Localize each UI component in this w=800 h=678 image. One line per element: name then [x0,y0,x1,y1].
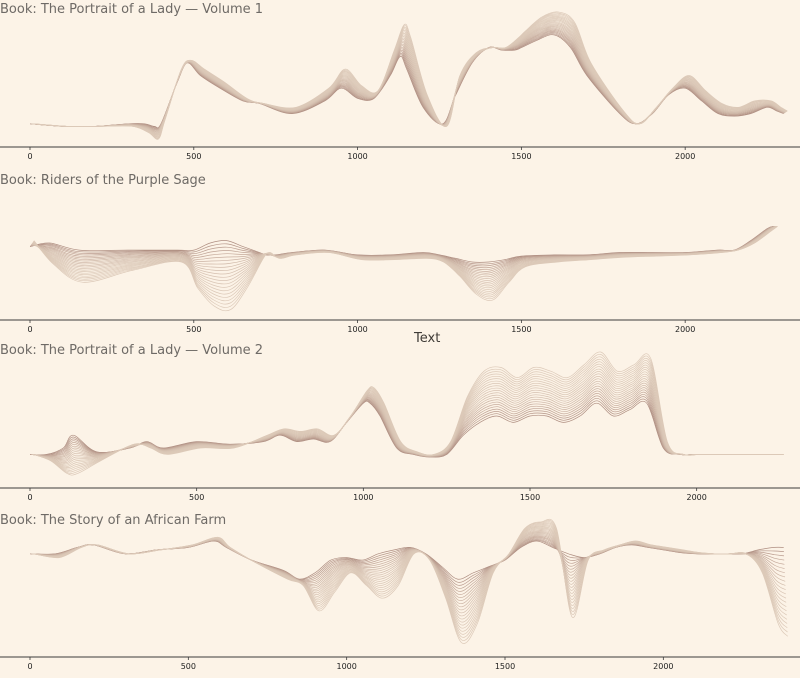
series-line [33,226,778,305]
x-tick-label: 500 [186,152,201,161]
x-tick-label: 0 [27,325,32,334]
series-line [33,11,788,140]
x-tick-label: 0 [27,493,32,502]
x-tick-label: 1500 [520,493,540,502]
chart-panel-4: 0 500 1000 1500 2000 [0,518,800,671]
series-line [32,529,787,617]
series-line [32,530,786,614]
chart-panel-3: 0 500 1000 1500 2000 [0,351,800,502]
panel-title-4: Book: The Story of an African Farm [0,513,227,528]
series-line [33,354,784,474]
chart-panel-2: 0 500 1000 1500 2000 [0,225,800,334]
series-line [33,226,778,312]
series-line [31,531,786,611]
x-tick-label: 500 [181,662,196,671]
x-tick-label: 500 [189,493,204,502]
series-line [32,528,787,620]
x-tick-label: 0 [27,662,32,671]
shared-x-axis-label: Text [414,331,441,346]
x-tick-label: 1000 [353,493,373,502]
x-tick-label: 2000 [675,325,695,334]
series-line [33,522,788,635]
series-line [33,520,788,641]
panel-title-2: Book: Riders of the Purple Sage [0,173,206,188]
series-line [31,535,785,598]
x-tick-label: 1000 [336,662,356,671]
series-line [31,532,786,608]
x-tick-label: 1500 [511,152,531,161]
series-line [31,534,786,602]
series-line [33,351,785,476]
series-line [31,533,786,605]
series-line [32,525,787,626]
series-line [30,225,775,270]
series-line [30,536,785,595]
x-tick-label: 1000 [347,325,367,334]
series-line [32,226,778,298]
x-tick-label: 500 [186,325,201,334]
series-line [32,526,787,623]
x-tick-label: 1500 [511,325,531,334]
panel-title-1: Book: The Portrait of a Lady — Volume 1 [0,2,264,17]
series-line [33,521,788,638]
panel-title-3: Book: The Portrait of a Lady — Volume 2 [0,343,264,358]
series-line [32,226,777,295]
x-tick-label: 1000 [347,152,367,161]
series-line [33,356,784,473]
x-tick-label: 2000 [675,152,695,161]
x-tick-label: 2000 [653,662,673,671]
x-tick-label: 1500 [495,662,515,671]
series-line [33,518,788,644]
series-line [32,524,787,629]
x-tick-label: 2000 [686,493,706,502]
chart-panel-1: 0 500 1000 1500 2000 [0,11,800,161]
x-tick-label: 0 [27,152,32,161]
series-line [33,523,788,632]
